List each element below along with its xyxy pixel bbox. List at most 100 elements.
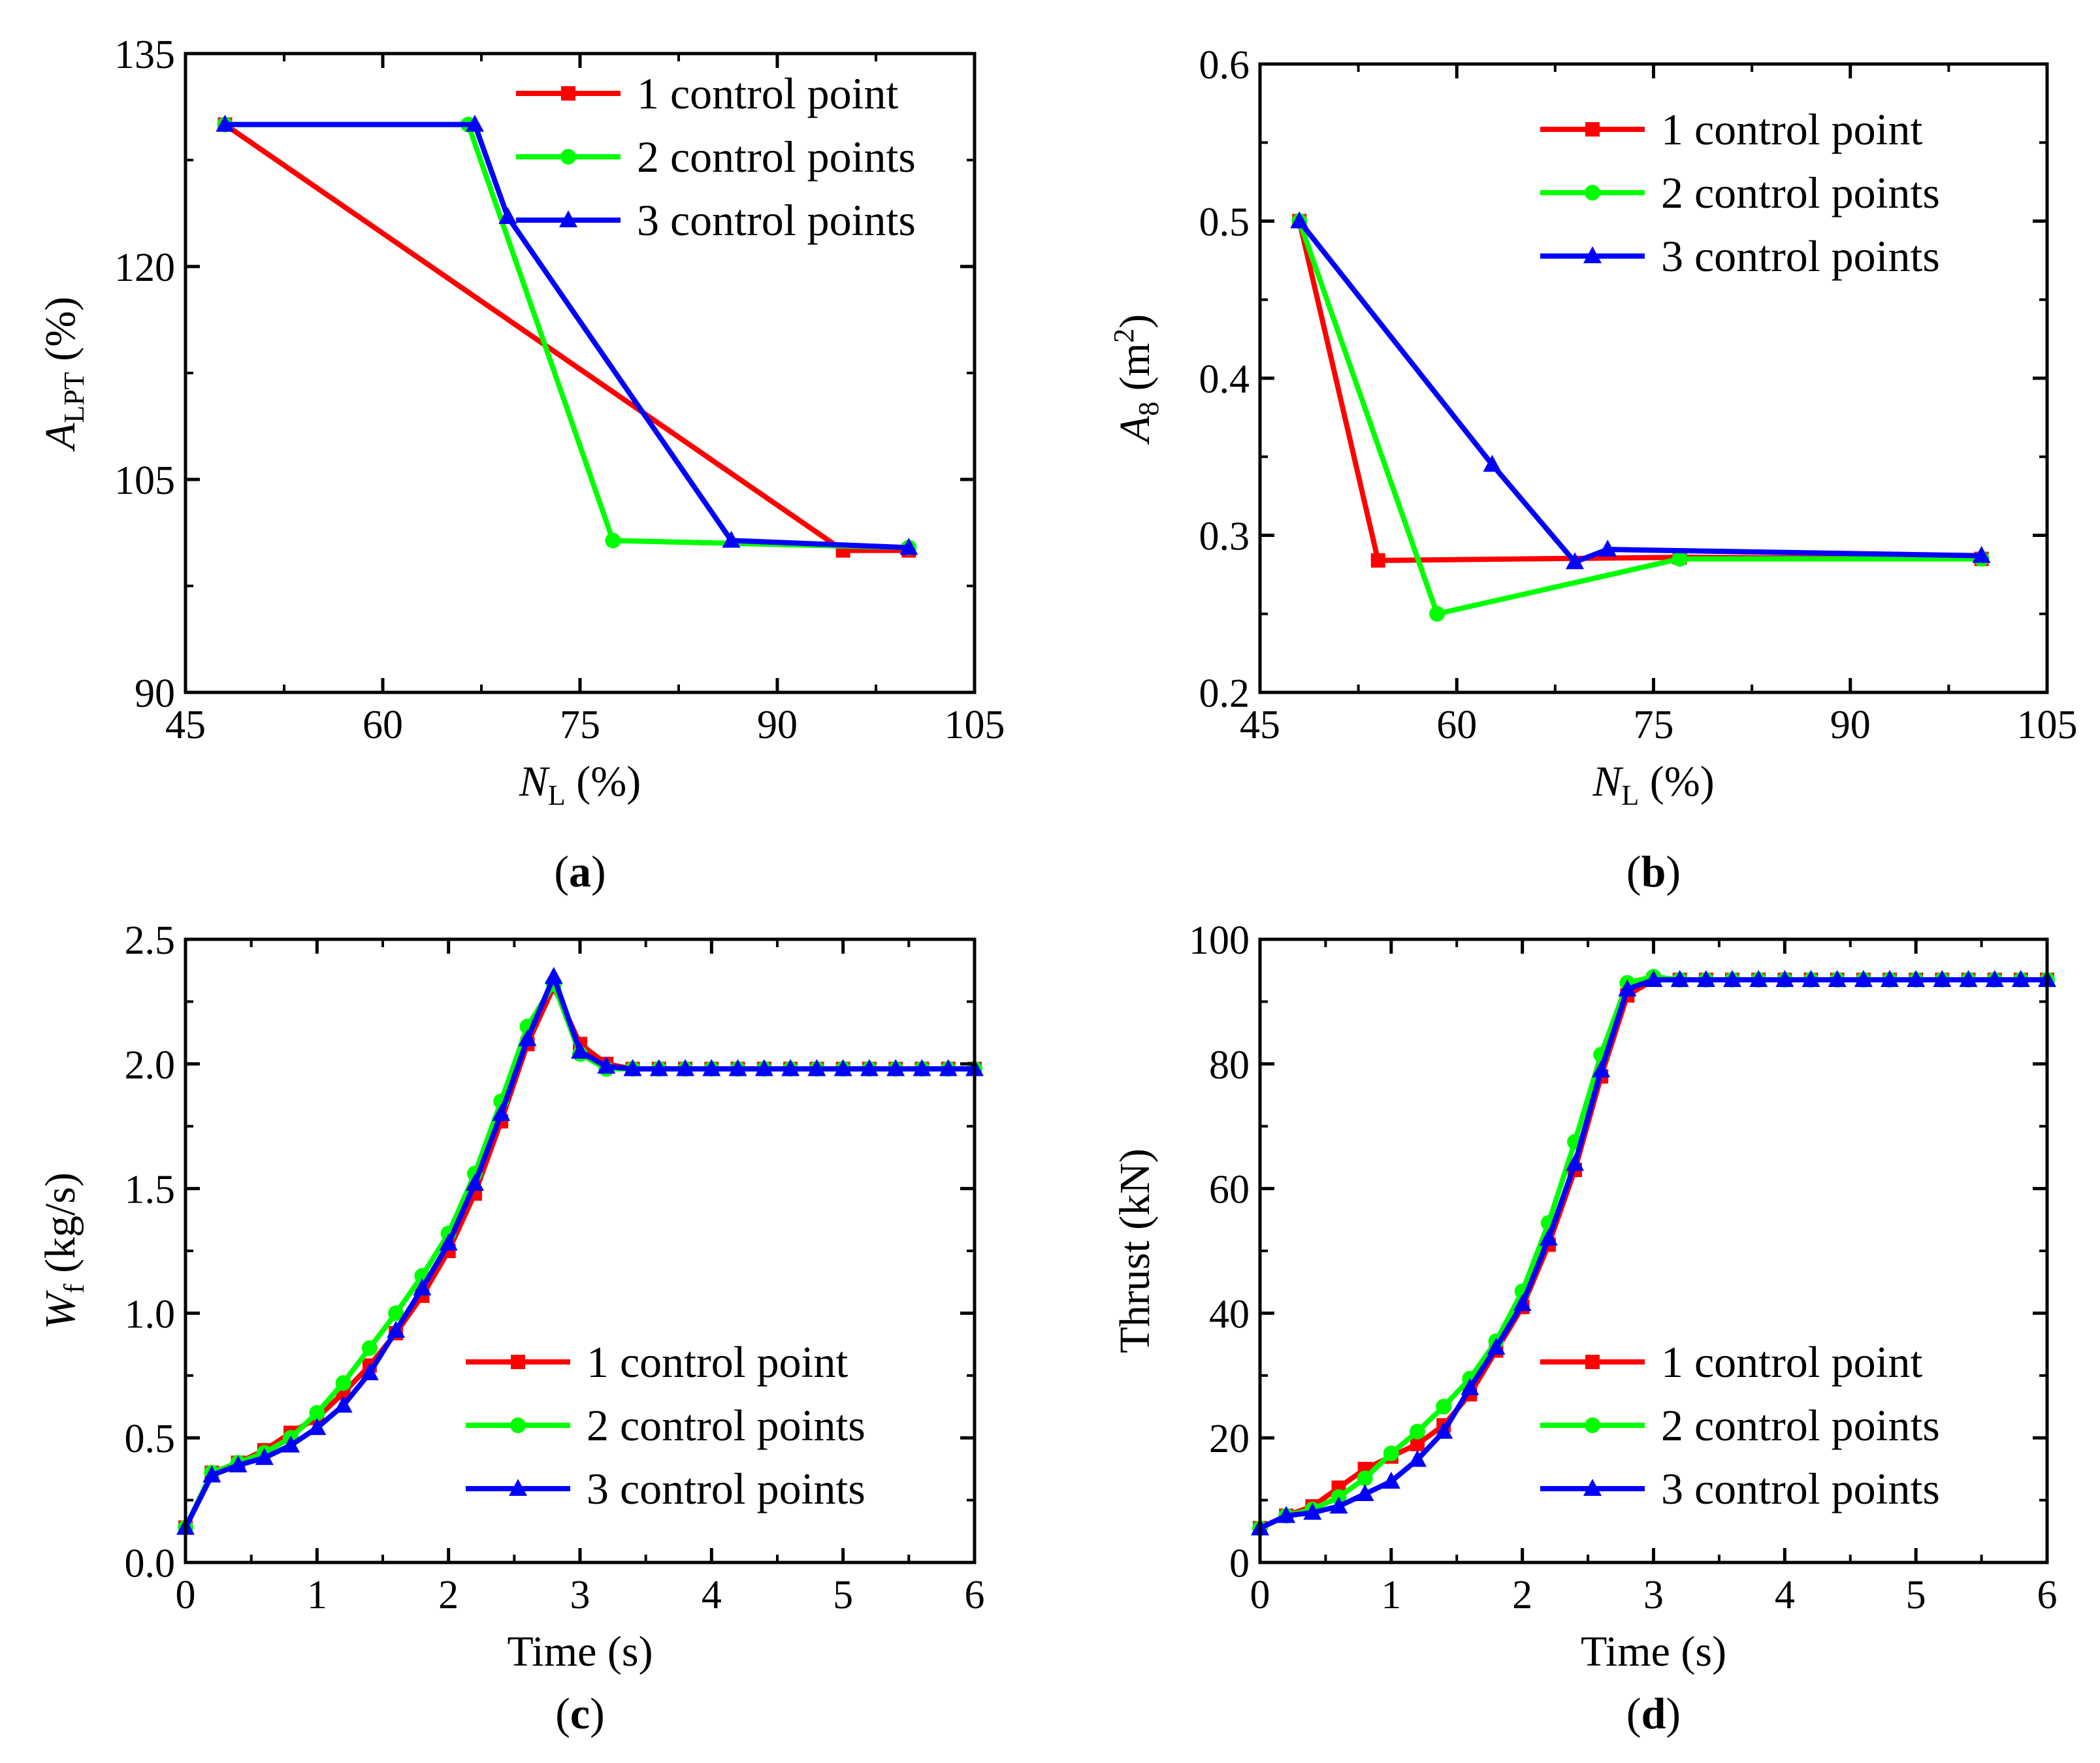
panel-d-legend-marker-1 (1585, 1355, 1600, 1369)
panel-a-legend-marker-3 (559, 210, 577, 227)
panel-c-xtick-label: 5 (833, 1573, 853, 1617)
panel-d-xtick-label: 4 (1775, 1573, 1795, 1617)
panel-d-series-3-point (1696, 970, 1715, 988)
panel-d-series-2 (1252, 969, 2055, 1536)
panel-d-series-2-point (1383, 1446, 1399, 1462)
panel-d-series-3-point (1329, 1496, 1348, 1514)
panel-c-xlabel: Time (s) (507, 1628, 653, 1675)
panel-d-series-3-point (1907, 970, 1926, 988)
panel-a-series-2-line (225, 121, 909, 551)
panel-a-series-3-point (216, 114, 234, 132)
panel-c-series-3-point (308, 1417, 327, 1435)
panel-a-series-3 (216, 114, 918, 555)
panel-d-xtick-label: 5 (1906, 1573, 1926, 1617)
panel-d-series-3-point (1539, 1228, 1558, 1246)
panel-d-legend-label-2: 2 control points (1661, 1400, 1940, 1450)
panel-a-ytick-label: 90 (135, 671, 175, 716)
panel-c-legend-marker-3 (509, 1479, 527, 1496)
panel-c-series-3-point (886, 1059, 905, 1076)
panel-c-series-3-point (334, 1395, 353, 1413)
panel-b-ytick-label: 0.6 (1199, 43, 1250, 88)
panel-a-series-1-line (223, 122, 909, 553)
panel-d-legend: 1 control point 2 control points 3 control… (1540, 1337, 1940, 1513)
panel-a-series-3-point (465, 114, 484, 132)
panel-b-legend-marker-1 (1585, 122, 1600, 137)
panel-b-series-3-point (1972, 545, 1991, 563)
panel-d-legend-label-3: 3 control points (1661, 1464, 1940, 1513)
panel-d-ytick-label: 100 (1189, 918, 1250, 963)
panel-a-xtick-label: 45 (165, 703, 206, 747)
panel-d-series-3-point (1461, 1378, 1479, 1395)
panel-c-xtick-label: 4 (702, 1573, 722, 1617)
panel-a-ytick-label: 135 (114, 33, 175, 77)
panel-c-xtick-label: 0 (176, 1573, 196, 1617)
panel-c-series-3-point (676, 1059, 695, 1076)
panel-b-series-3-point (1483, 455, 1502, 472)
panel-c-series-3-point (728, 1059, 747, 1076)
panel-b-legend-label-3: 3 control points (1661, 231, 1940, 281)
panel-c-series-3-point (754, 1059, 773, 1076)
panel-d-xlabel: Time (s) (1581, 1628, 1726, 1675)
panel-d-series-3-point (1566, 1154, 1584, 1171)
panel-c-series-3-point (229, 1455, 248, 1473)
panel-a-xtick-label: 75 (560, 703, 600, 747)
panel-a-series-3-point (722, 530, 741, 548)
panel-d-series-2-point (1357, 1470, 1373, 1487)
panel-b-series-1-point (1370, 553, 1385, 568)
panel-d-ytick-label: 20 (1209, 1417, 1250, 1461)
panel-a-series-3-point (498, 206, 517, 224)
panel-c-legend-label-1: 1 control point (587, 1337, 848, 1387)
panel-d-series-3-point (1670, 970, 1689, 988)
panel-b-series-3 (1290, 211, 1991, 570)
panel-b-ytick-label: 0.3 (1199, 515, 1250, 559)
panel-c-series-3-point (571, 1041, 589, 1059)
panel-d-ytick-label: 60 (1209, 1168, 1250, 1212)
panel-b-ytick-label: 0.4 (1199, 357, 1250, 402)
panel-a-xlabel: NL (%) (519, 758, 641, 811)
panel-a-legend-marker-1 (561, 86, 575, 101)
panel-b-xtick-label: 105 (2017, 703, 2078, 747)
panel-d-series-3-point (1959, 970, 1978, 988)
panel-d-series-3-point (2011, 970, 2030, 988)
panel-c-series-3-point (860, 1059, 879, 1076)
panel-a-series-3-line (225, 121, 909, 551)
panel-b-legend-marker-2 (1585, 185, 1600, 201)
panel-d-xtick-label: 0 (1250, 1573, 1270, 1617)
panel-d-series-3-point (1434, 1421, 1453, 1439)
panel-c-series-3-point (807, 1059, 826, 1076)
panel-b-ytick-label: 0.5 (1199, 201, 1250, 245)
panel-c-series-3-point (702, 1059, 721, 1076)
panel-c-series-3-point (255, 1448, 274, 1465)
panel-c: 0 1 2 3 4 5 6 0.0 0.5 1.0 1.5 2.0 2.5 Time (s) Wf (kg/… (37, 918, 985, 1738)
panel-c-legend-marker-2 (510, 1417, 526, 1433)
panel-d-series-3-point (1487, 1337, 1506, 1355)
panel-c-series-3-point (781, 1059, 800, 1076)
panel-c-series-2-point (361, 1340, 378, 1356)
panel-c-xtick-label: 1 (307, 1573, 327, 1617)
panel-c-series-2-point (309, 1405, 325, 1421)
panel-c-xtick-label: 6 (965, 1573, 985, 1617)
panel-c-xtick-label: 2 (438, 1573, 459, 1617)
panel-d-series-3-point (1408, 1449, 1427, 1467)
panel-d-series-3-point (1828, 970, 1847, 988)
panel-c-series-2-point (388, 1305, 404, 1321)
panel-b-series-3-point (1290, 211, 1309, 229)
panel-b-ytick-label: 0.2 (1199, 671, 1250, 716)
panel-b-legend-marker-3 (1583, 246, 1602, 263)
panel-d-xtick-label: 1 (1381, 1573, 1401, 1617)
panel-d-series-1-point (1410, 1436, 1425, 1451)
panel-d-series-1 (1253, 973, 2054, 1536)
panel-b-legend-label-2: 2 control points (1661, 168, 1940, 218)
panel-d-series-3-point (1618, 979, 1637, 997)
panel-c-series-3-point (439, 1233, 458, 1251)
panel-b-legend: 1 control point 2 control points 3 control… (1540, 105, 1940, 281)
panel-d-series-2-point (1410, 1423, 1425, 1440)
panel-d-series-3-point (1985, 970, 2004, 988)
panel-a-xtick-label: 60 (363, 703, 403, 747)
panel-c-series-2-point (335, 1375, 351, 1391)
panel-a-xtick-label: 105 (945, 703, 1005, 747)
panel-a-legend-label-1: 1 control point (637, 69, 899, 118)
panel-d-series-3-point (1644, 970, 1663, 988)
panel-d-ytick-label: 40 (1209, 1292, 1250, 1336)
